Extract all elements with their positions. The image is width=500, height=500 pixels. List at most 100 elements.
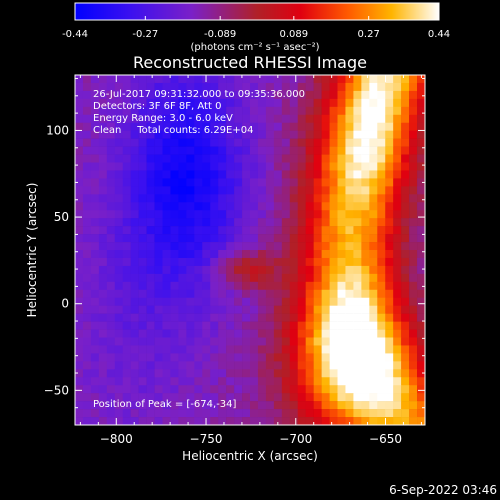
heatmap-cell bbox=[377, 194, 386, 203]
heatmap-cell bbox=[297, 409, 306, 418]
heatmap-cell bbox=[90, 409, 100, 418]
heatmap-cell bbox=[417, 265, 425, 275]
heatmap-cell bbox=[242, 353, 251, 362]
heatmap-cell bbox=[265, 337, 275, 346]
heatmap-cell bbox=[138, 321, 147, 330]
heatmap-cell bbox=[106, 114, 116, 124]
heatmap-cell bbox=[321, 361, 330, 370]
heatmap-cell bbox=[75, 122, 84, 131]
heatmap-cell bbox=[353, 385, 362, 394]
heatmap-cell bbox=[130, 162, 139, 171]
heatmap-cell bbox=[242, 393, 251, 402]
heatmap-cell bbox=[369, 273, 378, 283]
heatmap-cell bbox=[321, 75, 330, 84]
heatmap-cell bbox=[313, 138, 322, 147]
heatmap-cell bbox=[250, 82, 259, 92]
heatmap-cell bbox=[138, 393, 147, 402]
heatmap-cell bbox=[401, 257, 410, 267]
heatmap-cell bbox=[321, 265, 330, 275]
info-annotations: 26-Jul-2017 09:31:32.000 to 09:35:36.000… bbox=[93, 89, 305, 136]
heatmap-cell bbox=[353, 98, 362, 108]
heatmap-cell bbox=[114, 242, 124, 251]
heatmap-cell bbox=[337, 234, 346, 243]
heatmap-cell bbox=[82, 82, 92, 92]
heatmap-cell bbox=[146, 114, 155, 124]
heatmap-cell bbox=[218, 297, 227, 306]
heatmap-cell bbox=[361, 122, 370, 131]
heatmap-cell bbox=[273, 75, 283, 84]
heatmap-cell bbox=[122, 202, 131, 211]
heatmap-cell bbox=[321, 417, 330, 425]
heatmap-cell bbox=[154, 170, 163, 179]
heatmap-cell bbox=[265, 313, 275, 322]
heatmap-cell bbox=[75, 194, 84, 203]
heatmap-cell bbox=[106, 377, 116, 386]
heatmap-cell bbox=[162, 90, 171, 100]
heatmap-cell bbox=[353, 122, 362, 131]
heatmap-cell bbox=[106, 218, 116, 227]
heatmap-cell bbox=[170, 289, 179, 299]
heatmap-cell bbox=[257, 82, 267, 92]
heatmap-cell bbox=[385, 353, 394, 362]
heatmap-cell bbox=[345, 409, 354, 418]
heatmap-cell bbox=[250, 178, 259, 187]
heatmap-cell bbox=[297, 369, 306, 378]
heatmap-cell bbox=[250, 218, 259, 227]
heatmap-cell bbox=[242, 82, 251, 92]
heatmap-cell bbox=[234, 162, 243, 171]
heatmap-cell bbox=[114, 257, 124, 267]
heatmap-cell bbox=[385, 242, 394, 251]
heatmap-cell bbox=[122, 401, 131, 410]
heatmap-cell bbox=[130, 114, 139, 124]
heatmap-cell bbox=[154, 75, 163, 84]
heatmap-cell bbox=[138, 170, 147, 179]
heatmap-cell bbox=[297, 194, 306, 203]
heatmap-cell bbox=[82, 401, 92, 410]
heatmap-cell bbox=[313, 82, 322, 92]
heatmap-cell bbox=[369, 329, 378, 338]
heatmap-cell bbox=[281, 210, 291, 219]
heatmap-cell bbox=[146, 218, 155, 227]
heatmap-cell bbox=[417, 194, 425, 203]
heatmap-cell bbox=[114, 170, 124, 179]
heatmap-cell bbox=[305, 138, 314, 147]
heatmap-cell bbox=[265, 257, 275, 267]
heatmap-cell bbox=[401, 194, 410, 203]
heatmap-cell bbox=[297, 257, 306, 267]
heatmap-cell bbox=[178, 345, 187, 354]
heatmap-cell bbox=[401, 242, 410, 251]
heatmap-cell bbox=[242, 186, 251, 195]
heatmap-cell bbox=[313, 90, 322, 100]
heatmap-cell bbox=[218, 369, 227, 378]
heatmap-cell bbox=[242, 218, 251, 227]
heatmap-cell bbox=[234, 186, 243, 195]
heatmap-cell bbox=[393, 337, 402, 346]
heatmap-cell bbox=[257, 194, 267, 203]
heatmap-cell bbox=[170, 130, 179, 139]
heatmap-cell bbox=[122, 122, 131, 131]
heatmap-cell bbox=[210, 313, 219, 322]
heatmap-cell bbox=[154, 162, 163, 171]
heatmap-cell bbox=[114, 297, 124, 306]
heatmap-cell bbox=[82, 234, 92, 243]
heatmap-cell bbox=[265, 281, 275, 291]
heatmap-cell bbox=[273, 250, 283, 259]
heatmap-cell bbox=[98, 393, 108, 402]
heatmap-cell bbox=[170, 409, 179, 418]
heatmap-cell bbox=[170, 170, 179, 179]
heatmap-cell bbox=[98, 250, 108, 259]
heatmap-cell bbox=[281, 369, 291, 378]
heatmap-cell bbox=[305, 242, 314, 251]
heatmap-cell bbox=[329, 305, 338, 314]
heatmap-cell bbox=[122, 257, 131, 267]
heatmap-cell bbox=[242, 305, 251, 314]
heatmap-cell bbox=[329, 218, 338, 227]
heatmap-cell bbox=[242, 265, 251, 275]
heatmap-cell bbox=[194, 194, 203, 203]
heatmap-cell bbox=[377, 250, 386, 259]
heatmap-cell bbox=[218, 281, 227, 291]
colorbar-tick-label: 0.089 bbox=[279, 29, 308, 40]
heatmap-cell bbox=[122, 329, 131, 338]
heatmap-cell bbox=[210, 106, 219, 116]
heatmap-cell bbox=[377, 90, 386, 100]
